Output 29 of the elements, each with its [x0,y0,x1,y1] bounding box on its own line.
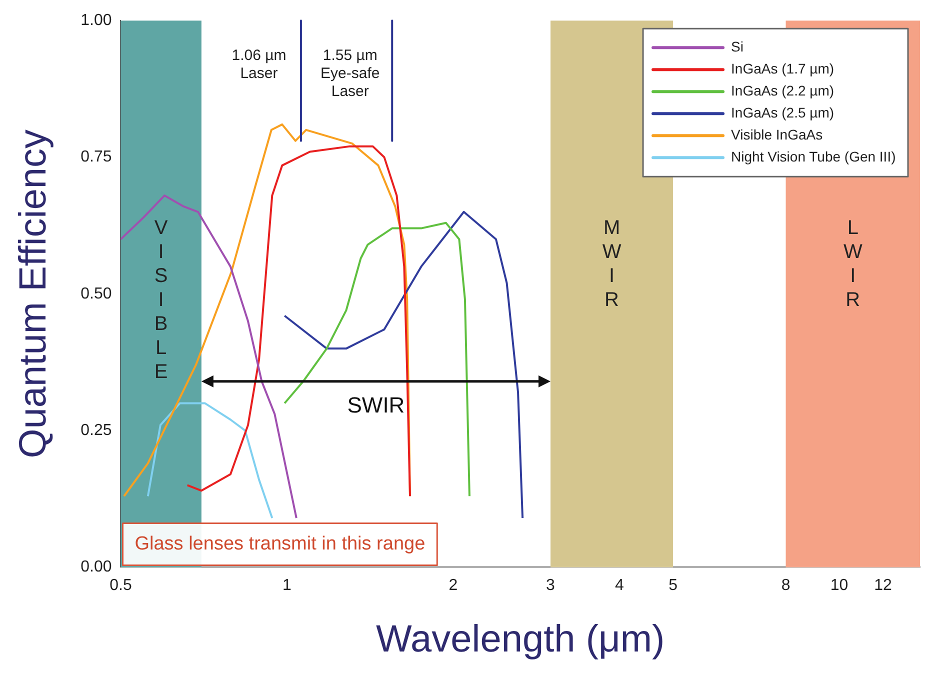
annotation: SWIR [347,392,405,418]
x-tick-label: 1 [282,577,292,594]
legend-label: Visible InGaAs [731,126,823,142]
x-tick-label: 5 [668,577,678,594]
legend-label: Si [731,38,744,54]
ref-line-label: 1.06 µm Laser [232,47,286,82]
band-label: VISIBLE [154,216,168,383]
band-label: LWIR [843,216,862,311]
y-axis-title: Quantum Efficiency [12,130,54,458]
x-tick-label: 2 [448,577,458,594]
x-tick-label: 8 [781,577,790,594]
band-label: MWIR [602,216,622,311]
x-axis-title: Wavelength (μm) [376,618,665,661]
legend-label: InGaAs (1.7 µm) [731,60,834,76]
y-tick-label: 1.00 [80,12,112,30]
ref-line-label: 1.55 µm Eye-safe Laser [320,47,380,100]
y-tick-label: 0.50 [80,285,112,302]
legend-label: InGaAs (2.2 µm) [731,82,834,98]
annotation: Glass lenses transmit in this range [134,533,426,554]
y-tick-label: 0.25 [80,422,112,439]
x-tick-label: 4 [615,577,624,594]
x-tick-label: 12 [874,577,892,594]
x-tick-label: 0.5 [110,577,132,594]
legend-label: Night Vision Tube (Gen III) [731,148,896,164]
legend-label: InGaAs (2.5 µm) [731,104,834,120]
y-tick-label: 0.00 [80,558,112,576]
x-tick-label: 3 [546,577,556,594]
x-tick-label: 10 [830,577,848,594]
y-tick-label: 0.75 [80,148,112,166]
